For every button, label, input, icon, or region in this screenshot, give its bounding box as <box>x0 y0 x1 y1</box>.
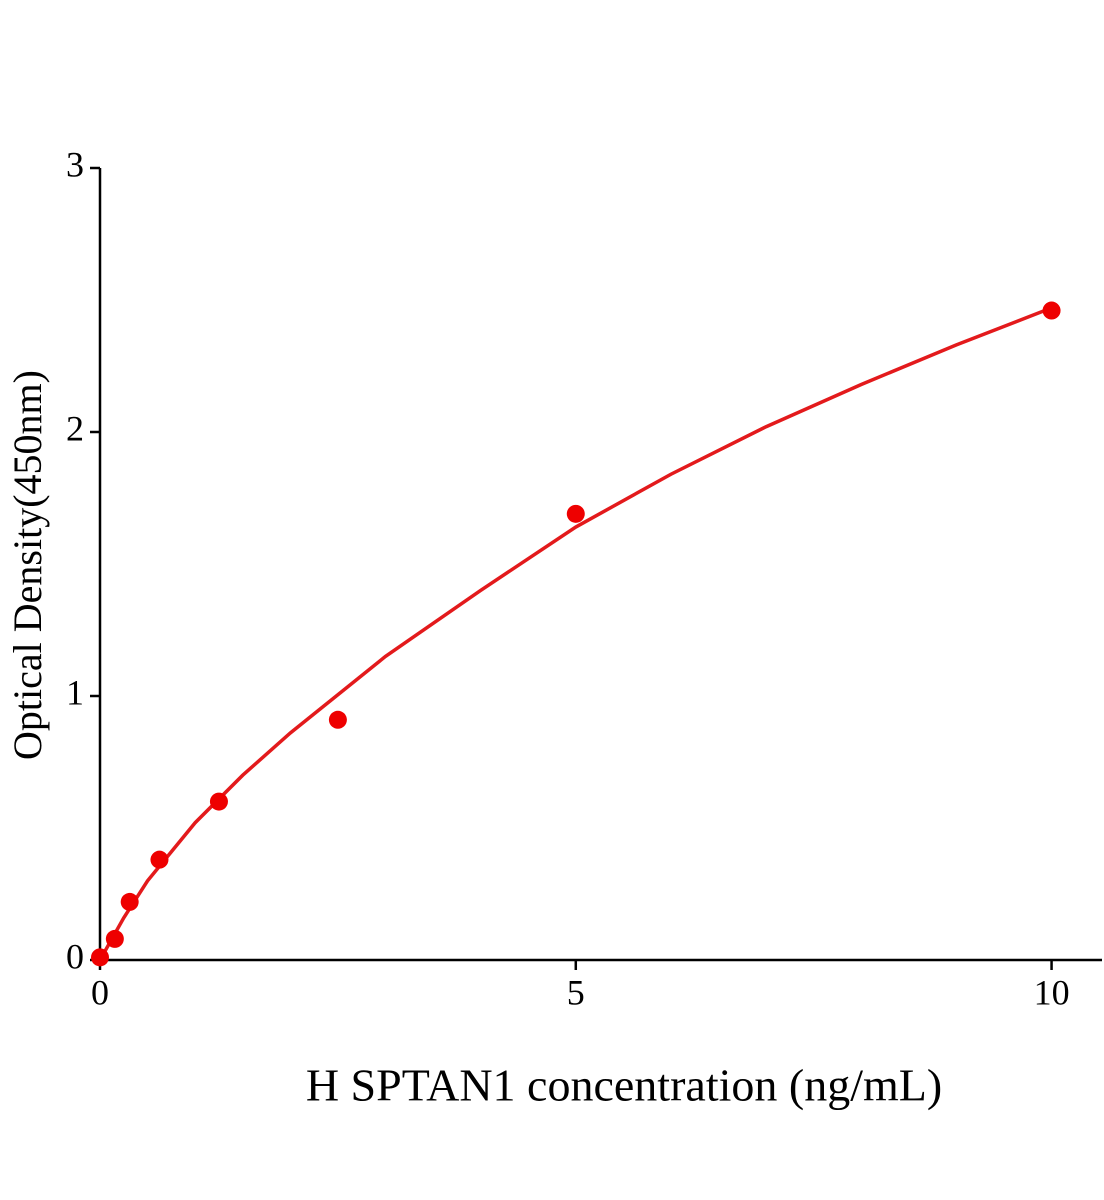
data-point <box>105 929 124 948</box>
data-point <box>91 948 109 967</box>
x-tick-label: 5 <box>567 972 585 1012</box>
fit-curve <box>98 306 1053 961</box>
data-point <box>209 792 228 811</box>
y-tick-label: 3 <box>66 144 84 184</box>
data-point <box>1042 301 1061 320</box>
y-tick-label: 1 <box>66 672 84 712</box>
data-point <box>150 850 169 869</box>
x-axis-label: H SPTAN1 concentration (ng/mL) <box>306 1060 942 1111</box>
y-axis-label: Optical Density(450nm) <box>5 370 50 760</box>
data-point <box>328 710 347 729</box>
x-tick-label: 10 <box>1034 972 1070 1012</box>
y-tick-label: 2 <box>66 408 84 448</box>
x-tick-label: 0 <box>91 972 109 1012</box>
data-point <box>566 504 585 523</box>
y-tick-label: 0 <box>66 936 84 976</box>
data-point <box>120 892 139 911</box>
